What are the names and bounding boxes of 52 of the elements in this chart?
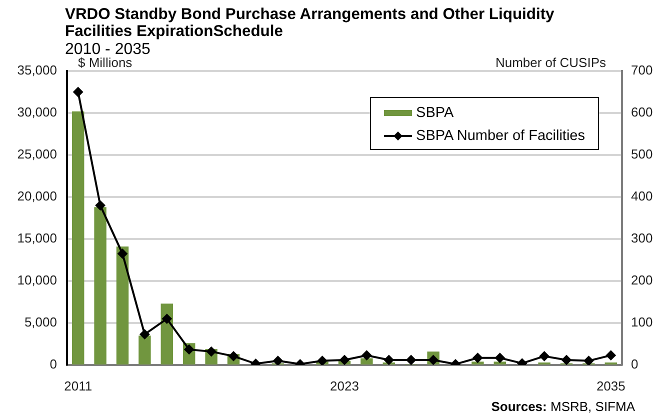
bar	[116, 246, 129, 364]
point	[384, 354, 394, 365]
y-tick-label: 0	[50, 356, 57, 372]
y2-tick-label: 100	[631, 314, 653, 330]
y2-tick-label: 0	[631, 356, 638, 372]
point	[472, 352, 483, 363]
source-note: Sources: MSRB, SIFMA	[491, 399, 635, 414]
point	[140, 329, 150, 340]
bar	[138, 336, 151, 364]
y2-tick-label: 500	[631, 146, 653, 162]
chart-subtitle: 2010 - 2035	[65, 41, 150, 58]
point	[272, 356, 283, 365]
point	[95, 200, 106, 210]
point	[362, 350, 372, 360]
point	[406, 354, 416, 365]
y2-tick-label: 400	[631, 188, 653, 204]
bar	[494, 362, 506, 364]
y2-tick-label: 200	[631, 272, 653, 288]
point	[539, 351, 550, 362]
point	[428, 354, 438, 365]
bar	[72, 111, 84, 364]
point	[73, 87, 84, 97]
x-tick-label: 2035	[596, 378, 626, 394]
y2-axis-title: Number of CUSIPs	[495, 55, 606, 70]
point	[494, 352, 505, 363]
point	[162, 314, 172, 324]
point	[562, 354, 572, 365]
y-tick-label: 5,000	[24, 314, 57, 330]
bar	[360, 358, 373, 364]
legend-label: SBPA	[416, 104, 454, 120]
y-tick-label: 20,000	[17, 188, 57, 204]
point	[340, 354, 350, 365]
y-tick-label: 30,000	[17, 104, 57, 120]
point	[228, 351, 238, 362]
y-tick-label: 10,000	[17, 272, 57, 288]
x-tick-label: 2023	[330, 378, 359, 394]
bar	[472, 362, 484, 364]
y-tick-label: 35,000	[17, 62, 57, 78]
bar	[94, 207, 106, 364]
y2-tick-label: 600	[631, 104, 653, 120]
chart-title: VRDO Standby Bond Purchase Arrangements and Other Liquidity Facilities ExpirationSchedule	[65, 6, 556, 40]
point	[606, 350, 616, 360]
point	[317, 356, 328, 365]
legend-label: SBPA Number of Facilities	[416, 128, 585, 144]
y2-tick-label: 300	[631, 230, 653, 246]
y-tick-label: 25,000	[17, 146, 57, 162]
y-axis-title: $ Millions	[78, 55, 133, 70]
y2-tick-label: 700	[631, 62, 653, 78]
point	[118, 248, 128, 259]
y-tick-label: 15,000	[17, 230, 57, 246]
x-tick-label: 2011	[64, 378, 92, 394]
point	[584, 356, 594, 365]
